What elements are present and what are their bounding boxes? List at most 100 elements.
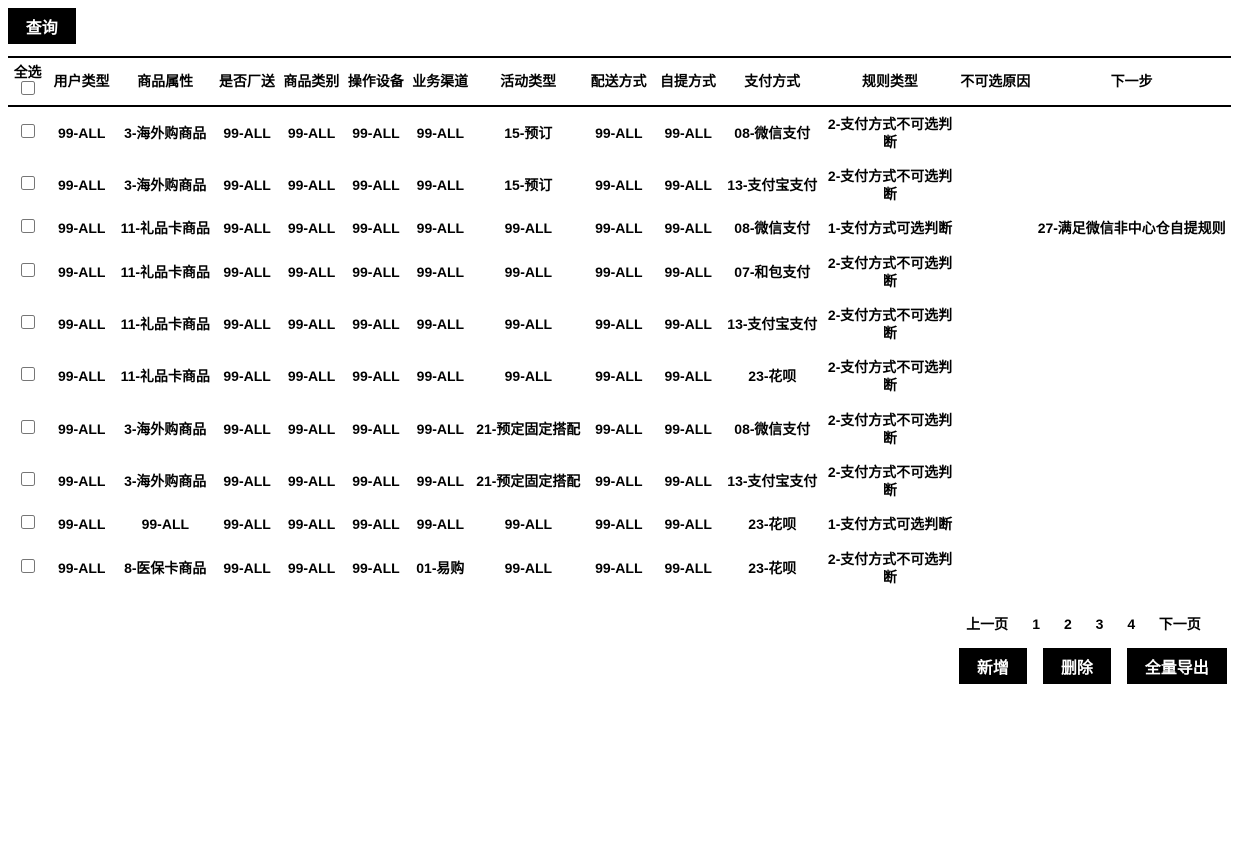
cell-op-device: 99-ALL xyxy=(344,542,408,594)
cell-unselectable-reason xyxy=(958,106,1032,159)
row-checkbox[interactable] xyxy=(21,219,35,233)
pagination-page-1[interactable]: 1 xyxy=(1032,616,1040,632)
cell-product-cat: 99-ALL xyxy=(279,106,343,159)
cell-biz-channel: 99-ALL xyxy=(408,507,472,541)
select-all-label: 全选 xyxy=(14,64,42,80)
cell-product-cat: 99-ALL xyxy=(279,403,343,455)
rules-table: 全选 用户类型 商品属性 是否厂送 商品类别 操作设备 业务渠道 活动类型 配送… xyxy=(8,56,1231,594)
cell-factory-send: 99-ALL xyxy=(215,455,279,507)
cell-payment-method: 23-花呗 xyxy=(723,350,822,402)
cell-pickup-method: 99-ALL xyxy=(653,106,722,159)
cell-rule-type: 1-支付方式可选判断 xyxy=(822,211,958,245)
col-pickup-method: 自提方式 xyxy=(653,57,722,106)
pagination-page-3[interactable]: 3 xyxy=(1096,616,1104,632)
cell-product-attr: 3-海外购商品 xyxy=(116,403,215,455)
cell-activity-type: 99-ALL xyxy=(473,298,585,350)
row-checkbox[interactable] xyxy=(21,263,35,277)
cell-payment-method: 08-微信支付 xyxy=(723,403,822,455)
cell-activity-type: 99-ALL xyxy=(473,246,585,298)
cell-next-step xyxy=(1033,542,1231,594)
row-select-cell xyxy=(8,403,48,455)
cell-user-type: 99-ALL xyxy=(48,350,116,402)
cell-delivery-method: 99-ALL xyxy=(584,542,653,594)
cell-activity-type: 99-ALL xyxy=(473,211,585,245)
cell-unselectable-reason xyxy=(958,211,1032,245)
row-select-cell xyxy=(8,159,48,211)
cell-unselectable-reason xyxy=(958,403,1032,455)
cell-rule-type: 2-支付方式不可选判断 xyxy=(822,246,958,298)
col-product-cat: 商品类别 xyxy=(279,57,343,106)
cell-user-type: 99-ALL xyxy=(48,211,116,245)
cell-product-attr: 99-ALL xyxy=(116,507,215,541)
cell-payment-method: 13-支付宝支付 xyxy=(723,159,822,211)
cell-factory-send: 99-ALL xyxy=(215,542,279,594)
cell-user-type: 99-ALL xyxy=(48,507,116,541)
cell-unselectable-reason xyxy=(958,455,1032,507)
row-checkbox[interactable] xyxy=(21,367,35,381)
row-checkbox[interactable] xyxy=(21,420,35,434)
cell-user-type: 99-ALL xyxy=(48,106,116,159)
cell-payment-method: 13-支付宝支付 xyxy=(723,298,822,350)
cell-op-device: 99-ALL xyxy=(344,211,408,245)
cell-user-type: 99-ALL xyxy=(48,159,116,211)
table-row: 99-ALL3-海外购商品99-ALL99-ALL99-ALL99-ALL15-… xyxy=(8,159,1231,211)
cell-rule-type: 2-支付方式不可选判断 xyxy=(822,542,958,594)
row-checkbox[interactable] xyxy=(21,315,35,329)
cell-op-device: 99-ALL xyxy=(344,507,408,541)
cell-pickup-method: 99-ALL xyxy=(653,350,722,402)
cell-payment-method: 13-支付宝支付 xyxy=(723,455,822,507)
cell-next-step xyxy=(1033,298,1231,350)
cell-rule-type: 2-支付方式不可选判断 xyxy=(822,350,958,402)
table-row: 99-ALL11-礼品卡商品99-ALL99-ALL99-ALL99-ALL99… xyxy=(8,246,1231,298)
cell-factory-send: 99-ALL xyxy=(215,159,279,211)
cell-product-attr: 11-礼品卡商品 xyxy=(116,246,215,298)
cell-unselectable-reason xyxy=(958,298,1032,350)
row-select-cell xyxy=(8,106,48,159)
cell-op-device: 99-ALL xyxy=(344,246,408,298)
cell-payment-method: 08-微信支付 xyxy=(723,211,822,245)
table-row: 99-ALL99-ALL99-ALL99-ALL99-ALL99-ALL99-A… xyxy=(8,507,1231,541)
cell-product-attr: 8-医保卡商品 xyxy=(116,542,215,594)
col-rule-type: 规则类型 xyxy=(822,57,958,106)
row-checkbox[interactable] xyxy=(21,124,35,138)
add-button[interactable]: 新增 xyxy=(959,648,1027,684)
row-checkbox[interactable] xyxy=(21,176,35,190)
cell-payment-method: 23-花呗 xyxy=(723,507,822,541)
cell-user-type: 99-ALL xyxy=(48,403,116,455)
delete-button[interactable]: 删除 xyxy=(1043,648,1111,684)
table-row: 99-ALL8-医保卡商品99-ALL99-ALL99-ALL01-易购99-A… xyxy=(8,542,1231,594)
pagination-prev[interactable]: 上一页 xyxy=(966,614,1008,634)
cell-delivery-method: 99-ALL xyxy=(584,246,653,298)
pagination-next[interactable]: 下一页 xyxy=(1159,614,1201,634)
cell-delivery-method: 99-ALL xyxy=(584,159,653,211)
select-all-checkbox[interactable] xyxy=(21,81,35,95)
row-checkbox[interactable] xyxy=(21,559,35,573)
row-select-cell xyxy=(8,455,48,507)
pagination-page-4[interactable]: 4 xyxy=(1127,616,1135,632)
cell-delivery-method: 99-ALL xyxy=(584,106,653,159)
cell-pickup-method: 99-ALL xyxy=(653,542,722,594)
cell-pickup-method: 99-ALL xyxy=(653,455,722,507)
cell-factory-send: 99-ALL xyxy=(215,350,279,402)
col-select-all: 全选 xyxy=(8,57,48,106)
cell-factory-send: 99-ALL xyxy=(215,211,279,245)
row-select-cell xyxy=(8,350,48,402)
cell-product-cat: 99-ALL xyxy=(279,211,343,245)
pagination-page-2[interactable]: 2 xyxy=(1064,616,1072,632)
cell-pickup-method: 99-ALL xyxy=(653,507,722,541)
query-button[interactable]: 查询 xyxy=(8,8,76,44)
col-product-attr: 商品属性 xyxy=(116,57,215,106)
cell-op-device: 99-ALL xyxy=(344,350,408,402)
export-all-button[interactable]: 全量导出 xyxy=(1127,648,1227,684)
cell-user-type: 99-ALL xyxy=(48,455,116,507)
cell-rule-type: 1-支付方式可选判断 xyxy=(822,507,958,541)
cell-rule-type: 2-支付方式不可选判断 xyxy=(822,455,958,507)
row-checkbox[interactable] xyxy=(21,472,35,486)
cell-pickup-method: 99-ALL xyxy=(653,298,722,350)
cell-activity-type: 15-预订 xyxy=(473,106,585,159)
col-payment-method: 支付方式 xyxy=(723,57,822,106)
cell-biz-channel: 99-ALL xyxy=(408,403,472,455)
row-checkbox[interactable] xyxy=(21,515,35,529)
cell-activity-type: 15-预订 xyxy=(473,159,585,211)
cell-op-device: 99-ALL xyxy=(344,455,408,507)
